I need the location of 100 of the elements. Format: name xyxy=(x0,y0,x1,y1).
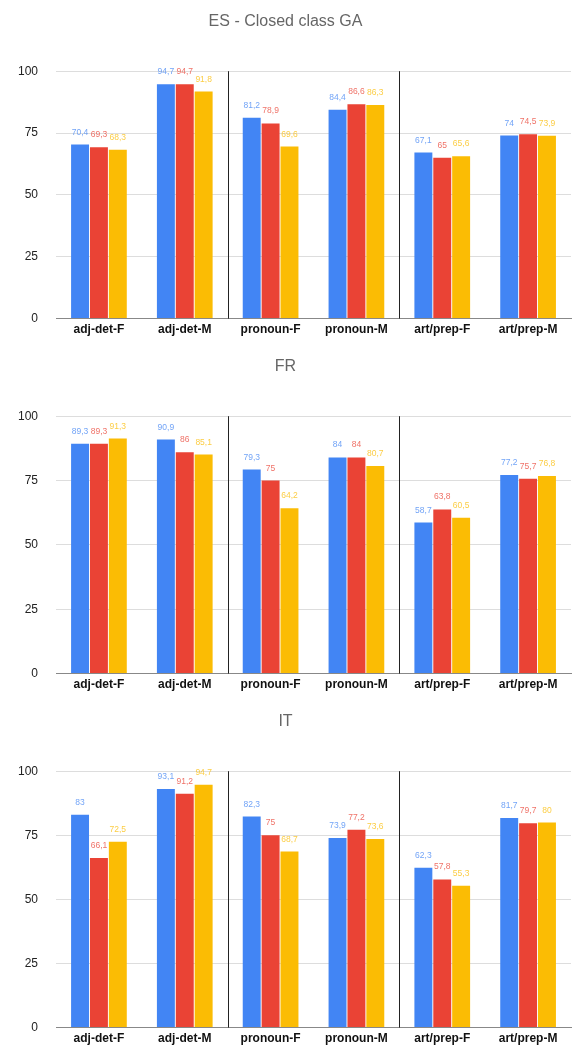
y-tick-label: 75 xyxy=(24,827,39,842)
data-label: 82,3 xyxy=(243,798,261,809)
bar xyxy=(280,508,299,674)
data-label: 90,9 xyxy=(157,421,175,432)
bar xyxy=(194,91,213,319)
bar xyxy=(347,829,366,1028)
chart-title: FR xyxy=(274,357,297,375)
data-label: 86,6 xyxy=(348,86,365,97)
x-tick-label: adj-det-F xyxy=(73,677,125,692)
data-label: 60,5 xyxy=(452,499,470,510)
bar xyxy=(242,117,261,319)
chart-title: IT xyxy=(278,712,293,730)
bar xyxy=(328,109,347,319)
data-label: 79,7 xyxy=(519,805,537,816)
bar xyxy=(71,443,90,674)
data-label: 85,1 xyxy=(195,436,213,447)
y-tick-label: 0 xyxy=(31,310,39,325)
x-tick-label: adj-det-M xyxy=(158,677,212,692)
bar xyxy=(71,814,90,1028)
bar xyxy=(500,474,519,674)
x-tick-label: art/prep-F xyxy=(414,1031,471,1046)
x-tick-label: adj-det-M xyxy=(158,1031,212,1046)
x-tick-label: pronoun-F xyxy=(240,677,301,692)
data-label: 62,3 xyxy=(415,849,432,860)
data-label: 64,2 xyxy=(281,490,299,501)
bar xyxy=(108,149,127,319)
data-label: 84,4 xyxy=(329,91,347,102)
bar xyxy=(156,84,175,319)
bar xyxy=(261,480,280,674)
bar xyxy=(500,818,519,1028)
data-label: 83 xyxy=(75,796,86,807)
data-label: 68,7 xyxy=(281,833,299,844)
x-tick-label: art/prep-F xyxy=(414,677,471,692)
y-tick-label: 75 xyxy=(24,472,39,487)
bar xyxy=(194,454,213,674)
y-tick-label: 25 xyxy=(24,955,39,970)
x-tick-label: art/prep-M xyxy=(498,322,558,337)
bar xyxy=(242,469,261,674)
bar xyxy=(519,478,538,674)
bar xyxy=(89,443,108,674)
data-label: 77,2 xyxy=(348,811,365,822)
data-label: 91,8 xyxy=(195,73,213,84)
x-tick-label: art/prep-M xyxy=(498,677,558,692)
bar xyxy=(366,105,385,319)
x-tick-label: pronoun-M xyxy=(325,677,388,692)
bar xyxy=(194,784,213,1028)
y-tick-label: 50 xyxy=(24,891,39,906)
data-label: 72,5 xyxy=(109,823,127,834)
bar xyxy=(347,457,366,674)
data-label: 73,9 xyxy=(538,117,556,128)
data-label: 77,2 xyxy=(500,456,518,467)
data-label: 78,9 xyxy=(262,105,280,116)
data-label: 65 xyxy=(437,139,448,150)
data-label: 73,6 xyxy=(367,820,384,831)
data-label: 86,3 xyxy=(367,87,384,98)
bar xyxy=(242,816,261,1028)
bar xyxy=(452,885,471,1028)
data-label: 93,1 xyxy=(157,770,175,781)
bar xyxy=(280,851,299,1028)
data-label: 66,1 xyxy=(90,840,108,851)
bar xyxy=(366,465,385,674)
x-tick-label: art/prep-M xyxy=(498,1031,558,1046)
data-label: 76,8 xyxy=(538,458,556,469)
bar xyxy=(366,838,385,1028)
data-label: 57,8 xyxy=(433,861,451,872)
bar xyxy=(347,104,366,319)
bar xyxy=(108,438,127,674)
bar xyxy=(500,135,519,319)
data-label: 86 xyxy=(180,434,190,445)
data-label: 84 xyxy=(332,439,343,450)
bar xyxy=(71,144,90,319)
y-tick-label: 100 xyxy=(17,763,39,778)
bar xyxy=(175,84,194,319)
bar xyxy=(433,509,452,674)
bar xyxy=(538,822,556,1028)
y-tick-label: 50 xyxy=(24,537,39,552)
y-tick-label: 25 xyxy=(24,601,39,616)
data-label: 89,3 xyxy=(90,425,108,436)
bar xyxy=(519,823,538,1028)
bar xyxy=(328,838,347,1028)
bar xyxy=(89,858,108,1028)
y-tick-label: 25 xyxy=(24,249,39,264)
bar xyxy=(280,146,299,319)
bar xyxy=(156,788,175,1028)
bar xyxy=(414,522,433,674)
data-label: 74 xyxy=(504,117,515,128)
data-label: 81,7 xyxy=(500,800,518,811)
data-label: 75 xyxy=(265,817,276,828)
y-tick-label: 100 xyxy=(17,63,39,78)
bar xyxy=(538,475,556,674)
data-label: 63,8 xyxy=(433,491,451,502)
bar xyxy=(89,147,108,319)
bar xyxy=(108,841,127,1028)
y-tick-label: 50 xyxy=(24,187,39,202)
bar xyxy=(328,457,347,674)
data-label: 67,1 xyxy=(415,134,432,145)
x-tick-label: pronoun-F xyxy=(240,322,301,337)
bar xyxy=(261,835,280,1028)
bar xyxy=(452,517,471,674)
data-label: 89,3 xyxy=(71,425,89,436)
